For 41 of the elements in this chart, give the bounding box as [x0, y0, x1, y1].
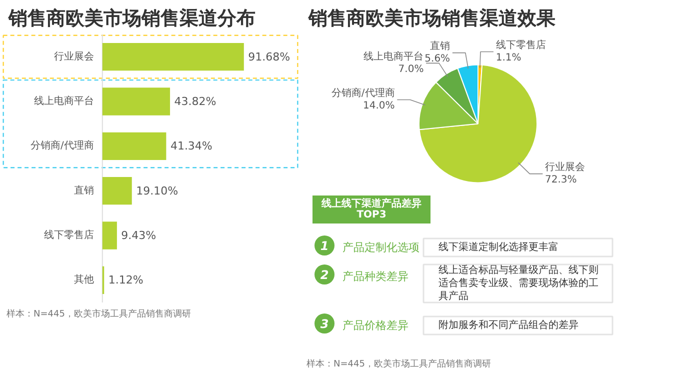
- category-label: 产品价格差异: [342, 319, 408, 332]
- text: 样本：N=445，欧美市场工具产品销售商调研: [6, 308, 191, 320]
- chart-title: 销售商欧美市场销售渠道分布: [8, 8, 256, 30]
- data-label: 19.10%: [136, 184, 178, 198]
- data-label: 9.43%: [121, 229, 156, 242]
- category-label: 产品种类差异: [342, 270, 408, 283]
- text: 线上适合标品与轻量级产品、线下则适合售卖专业级、需要现场体验的工具产品: [438, 264, 598, 302]
- category-label: 产品定制化选项: [342, 241, 420, 254]
- data-label: 1.12%: [108, 274, 144, 287]
- data-label: 41.34%: [170, 140, 212, 153]
- y-tick-label: 分销商/代理商: [30, 140, 94, 152]
- bar: [102, 132, 166, 160]
- text: 样本：N=445，欧美市场工具产品销售商调研: [306, 358, 491, 370]
- y-tick-label: 线上电商平台: [34, 95, 94, 107]
- y-tick-label: 其他: [74, 274, 94, 286]
- y-tick-label: 行业展会: [54, 50, 94, 62]
- slice-label: 直销: [430, 40, 450, 52]
- text: 附加服务和不同产品组合的差异: [438, 319, 578, 331]
- data-label: 14.0%: [363, 100, 395, 112]
- slice-label: 行业展会: [545, 161, 586, 174]
- data-label: 5.6%: [424, 53, 450, 64]
- data-label: 43.82%: [174, 95, 216, 108]
- data-label: 7.0%: [398, 64, 424, 75]
- data-label: 91.68%: [248, 50, 290, 64]
- slice-label: 分销商/代理商: [331, 87, 395, 100]
- data-label: 1: [320, 239, 329, 253]
- data-label: 72.3%: [545, 174, 577, 186]
- bar: [102, 222, 117, 250]
- text: 线下渠道定制化选择更丰富: [438, 241, 558, 253]
- bar: [102, 176, 132, 205]
- data-label: 1.1%: [496, 52, 522, 64]
- bar: [102, 88, 170, 116]
- text: 线上线下渠道产品差异 TOP3: [320, 198, 422, 220]
- slice-label: 线上电商平台: [364, 50, 424, 63]
- y-tick-label: 直销: [74, 184, 94, 196]
- y-tick-label: 线下零售店: [44, 229, 94, 241]
- data-label: 3: [320, 317, 329, 331]
- data-label: 2: [320, 268, 329, 282]
- slice-label: 线下零售店: [496, 39, 546, 52]
- chart-title: 销售商欧美市场销售渠道效果: [308, 8, 556, 30]
- bar: [102, 42, 244, 71]
